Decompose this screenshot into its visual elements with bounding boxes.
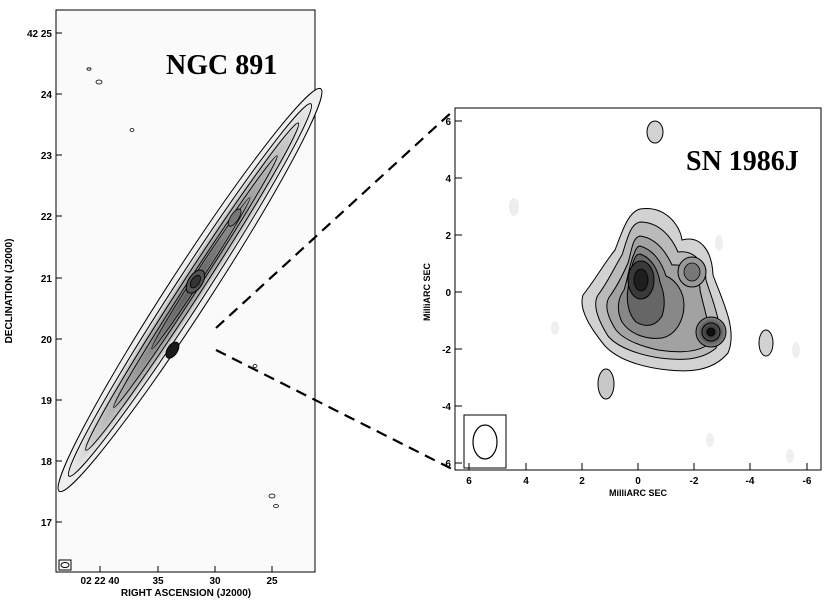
sn1986j-noise: [715, 235, 723, 251]
sn1986j-knot: [683, 262, 701, 282]
ngc891-beam-box: [58, 559, 72, 571]
sn1986j-y-tick-label: 2: [445, 231, 451, 242]
ngc891-beam-ellipse: [60, 562, 70, 568]
ngc891-y-axis-title: DECLINATION (J2000): [4, 239, 15, 344]
sn1986j-x-tick-label: 0: [635, 476, 641, 487]
ngc891-knot: [189, 274, 201, 289]
sn1986j-x-axis: 6 4 2 0 -2 -4 -6: [466, 463, 812, 487]
ngc891-y-tick-label: 19: [41, 396, 53, 407]
ngc891-contour: [85, 122, 300, 451]
ngc891-contour: [86, 67, 92, 71]
sn1986j-noise: [551, 321, 559, 335]
sn1986j-y-tick-label: 0: [445, 288, 451, 299]
sn1986j-core: [633, 268, 649, 292]
ngc891-contour: [252, 364, 258, 368]
zoom-connector: [215, 109, 455, 471]
sn1986j-source: [165, 341, 180, 359]
sn1986j-x-tick-label: -6: [803, 476, 812, 487]
sn1986j-y-tick-label: 4: [445, 174, 451, 185]
sn1986j-knot: [701, 322, 721, 342]
sn1986j-y-axis-title: MilliARC SEC: [422, 263, 432, 322]
sn1986j-knot: [706, 327, 716, 337]
zoom-connector-line: [215, 349, 455, 471]
ngc891-contour: [268, 493, 276, 499]
sn1986j-x-tick-label: 4: [523, 476, 529, 487]
sn1986j-noise: [509, 198, 519, 216]
sn1986j-x-tick-label: -2: [690, 476, 699, 487]
ngc891-x-tick-label: 02 22 40: [81, 576, 120, 587]
ngc891-y-tick-label: 21: [41, 274, 53, 285]
sn1986j-y-tick-label: 6: [445, 117, 451, 128]
sn1986j-title: SN 1986J: [686, 146, 799, 177]
sn1986j-contour: [758, 329, 774, 357]
sn1986j-x-tick-label: 2: [579, 476, 585, 487]
sn1986j-x-tick-label: 6: [466, 476, 472, 487]
ngc891-title: NGC 891: [166, 50, 277, 81]
ngc891-x-axis: 02 22 40 35 30 25: [81, 566, 278, 587]
sn1986j-y-tick-label: -4: [442, 402, 451, 413]
sn1986j-beam-box: [463, 414, 507, 469]
ngc891-y-tick-label: 18: [41, 457, 53, 468]
sn1986j-x-axis-title: MilliARC SEC: [609, 488, 668, 498]
sn1986j-contour: [646, 120, 664, 144]
sn1986j-noise: [792, 342, 800, 358]
sn1986j-noise: [786, 449, 794, 463]
ngc891-x-tick-label: 30: [209, 576, 221, 587]
sn1986j-noise: [706, 433, 714, 447]
ngc891-y-tick-label: 20: [41, 335, 53, 346]
sn1986j-panel: 6 4 2 0 -2 -4 -6 6 4 2 0 -2 -4 -6 MilliA…: [422, 107, 822, 498]
sn1986j-y-tick-label: -2: [442, 345, 451, 356]
ngc891-knot: [227, 208, 242, 227]
sn1986j-x-tick-label: -4: [746, 476, 755, 487]
ngc891-x-axis-title: RIGHT ASCENSION (J2000): [121, 588, 251, 599]
ngc891-contour: [129, 128, 135, 132]
ngc891-contour: [273, 504, 279, 508]
ngc891-panel: 42 25 24 23 22 21 20 19 18 17 02 22 40 3…: [4, 9, 323, 599]
sn1986j-contour: [597, 368, 615, 400]
ngc891-y-tick-label: 22: [41, 212, 53, 223]
ngc891-x-tick-label: 25: [266, 576, 278, 587]
sn1986j-contours: [581, 208, 732, 372]
ngc891-y-tick-label: 17: [41, 518, 53, 529]
ngc891-x-tick-label: 35: [152, 576, 164, 587]
ngc891-y-axis: 42 25 24 23 22 21 20 19 18 17: [27, 29, 62, 529]
ngc891-y-tick-label: 42 25: [27, 29, 52, 40]
ngc891-y-tick-label: 23: [41, 151, 53, 162]
sn1986j-beam-ellipse: [472, 424, 498, 460]
ngc891-galaxy-contours: [57, 87, 323, 493]
sn1986j-y-tick-label: -6: [442, 459, 451, 470]
ngc891-y-tick-label: 24: [41, 90, 53, 101]
sn1986j-y-axis: 6 4 2 0 -2 -4 -6: [442, 117, 462, 470]
ngc891-contour: [95, 79, 103, 85]
